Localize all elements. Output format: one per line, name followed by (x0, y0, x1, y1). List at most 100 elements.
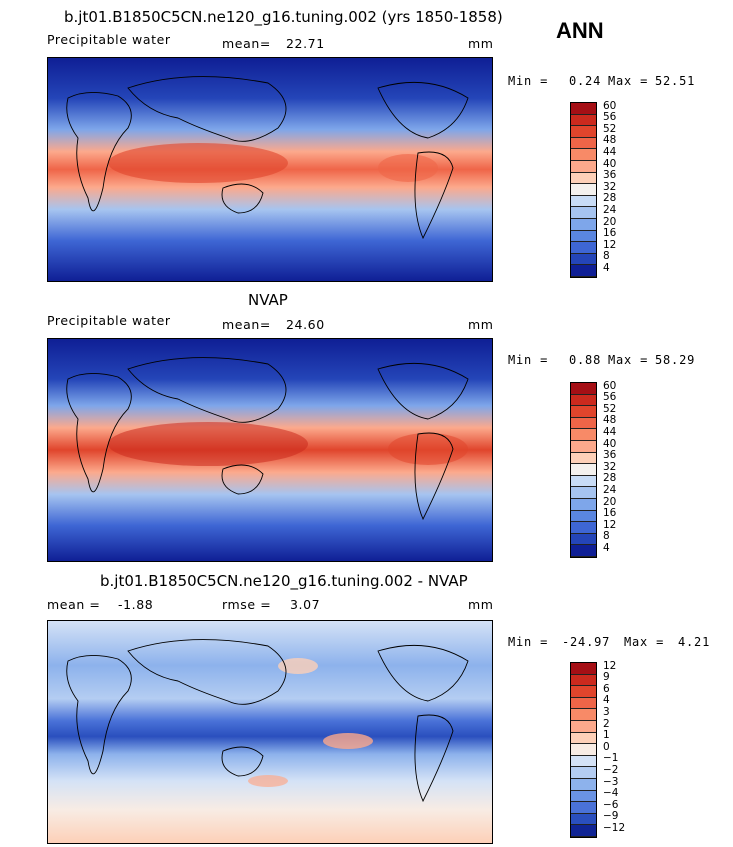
panel1-variable: Precipitable water (47, 32, 171, 47)
panel3-max: 4.21 (678, 635, 711, 649)
colorbar-tick-label: 12 (603, 238, 617, 251)
colorbar-segment (571, 242, 596, 254)
colorbar-tick-label: 28 (603, 472, 617, 485)
colorbar-segment (571, 721, 596, 733)
panel3-mean: -1.88 (118, 597, 154, 612)
colorbar-segment (571, 114, 596, 127)
panel3-title: b.jt01.B1850C5CN.ne120_g16.tuning.002 - … (100, 572, 468, 590)
colorbar-segment (571, 253, 596, 266)
colorbar-tick-label: 32 (603, 460, 617, 473)
colorbar-box (570, 662, 597, 838)
colorbar-tick-label: 32 (603, 180, 617, 193)
colorbar-tick-label: 24 (603, 204, 617, 216)
panel3-rmse-label: rmse = (222, 597, 272, 612)
colorbar-tick-label: −6 (603, 798, 619, 811)
colorbar-segment (571, 755, 596, 768)
colorbar-segment (571, 429, 596, 441)
panel3-field (48, 621, 492, 843)
panel2-mean-label: mean= (222, 317, 271, 332)
colorbar-segment (571, 790, 596, 803)
season-label: ANN (556, 18, 604, 43)
panel3-max-label: Max = (624, 635, 665, 649)
panel3-rmse: 3.07 (290, 597, 321, 612)
colorbar-tick-label: −1 (603, 752, 619, 765)
colorbar-tick-label: 20 (603, 495, 617, 508)
colorbar-segment (571, 732, 596, 745)
colorbar-segment (571, 533, 596, 546)
colorbar-segment (571, 126, 596, 138)
colorbar-tick-label: 28 (603, 192, 617, 205)
colorbar-tick-label: 52 (603, 402, 617, 415)
colorbar-tick-label: 3 (603, 706, 610, 718)
colorbar-tick-label: 6 (603, 682, 610, 695)
colorbar-tick-label: 60 (603, 99, 617, 112)
colorbar-tick-label: 40 (603, 157, 617, 170)
colorbar-tick-label: 20 (603, 215, 617, 228)
colorbar-tick-label: 0 (603, 740, 610, 753)
colorbar-tick-label: 56 (603, 111, 617, 124)
panel2-min: 0.88 (569, 353, 602, 367)
colorbar-segment (571, 825, 596, 837)
colorbar-segment (571, 663, 596, 675)
panel1-min-label: Min = (508, 74, 549, 88)
colorbar-segment (571, 161, 596, 173)
colorbar-tick-label: 48 (603, 134, 617, 147)
colorbar-tick-label: 48 (603, 414, 617, 427)
colorbar-tick-label: 16 (603, 507, 617, 520)
colorbar-segment (571, 686, 596, 698)
panel3-units: mm (468, 597, 494, 612)
colorbar-tick-label: 16 (603, 227, 617, 240)
panel2-field (48, 339, 492, 561)
colorbar-tick-label: −9 (603, 810, 619, 823)
panel2-map (47, 338, 493, 562)
colorbar-tick-label: 36 (603, 449, 617, 462)
colorbar-segment (571, 265, 596, 277)
colorbar-segment (571, 779, 596, 791)
colorbar-tick-label: 60 (603, 379, 617, 392)
panel3-min: -24.97 (562, 635, 611, 649)
panel2-mean: 24.60 (286, 317, 325, 332)
colorbar-tick-label: 8 (603, 530, 610, 543)
colorbar-tick-label: 52 (603, 122, 617, 135)
colorbar-segment (571, 137, 596, 150)
panel1-min: 0.24 (569, 74, 602, 88)
colorbar-segment (571, 195, 596, 208)
colorbar-tick-label: 8 (603, 250, 610, 263)
colorbar-box (570, 382, 597, 558)
panel2-title: NVAP (248, 291, 288, 309)
colorbar-tick-label: −4 (603, 787, 619, 800)
colorbar-tick-label: 1 (603, 729, 610, 742)
colorbar-tick-label: 56 (603, 391, 617, 404)
colorbar-tick-label: 9 (603, 671, 610, 684)
colorbar-tick-label: 44 (603, 146, 617, 158)
colorbar-box (570, 102, 597, 278)
colorbar-segment (571, 510, 596, 523)
colorbar-segment (571, 219, 596, 231)
colorbar-tick-label: 12 (603, 518, 617, 531)
colorbar-tick-label: 4 (603, 262, 610, 274)
colorbar-segment (571, 674, 596, 687)
colorbar-tick-label: 36 (603, 169, 617, 182)
colorbar-segment (571, 744, 596, 756)
panel1-max: 52.51 (655, 74, 696, 88)
panel2-max-label: Max = (608, 353, 649, 367)
colorbar-tick-label: 4 (603, 542, 610, 554)
colorbar-segment (571, 475, 596, 488)
colorbar-segment (571, 383, 596, 395)
panel2-max: 58.29 (655, 353, 696, 367)
colorbar-segment (571, 697, 596, 710)
panel1-mean-label: mean= (222, 36, 271, 51)
panel2-min-label: Min = (508, 353, 549, 367)
panel3-mean-label: mean = (47, 597, 101, 612)
colorbar-tick-label: 24 (603, 484, 617, 496)
colorbar-segment (571, 103, 596, 115)
colorbar-segment (571, 184, 596, 196)
colorbar-segment (571, 452, 596, 465)
colorbar-segment (571, 149, 596, 161)
colorbar-tick-label: −2 (603, 764, 619, 776)
colorbar-segment (571, 406, 596, 418)
colorbar-tick-label: 4 (603, 694, 610, 707)
panel2-units: mm (468, 317, 494, 332)
colorbar-segment (571, 230, 596, 243)
panel3-map (47, 620, 493, 844)
